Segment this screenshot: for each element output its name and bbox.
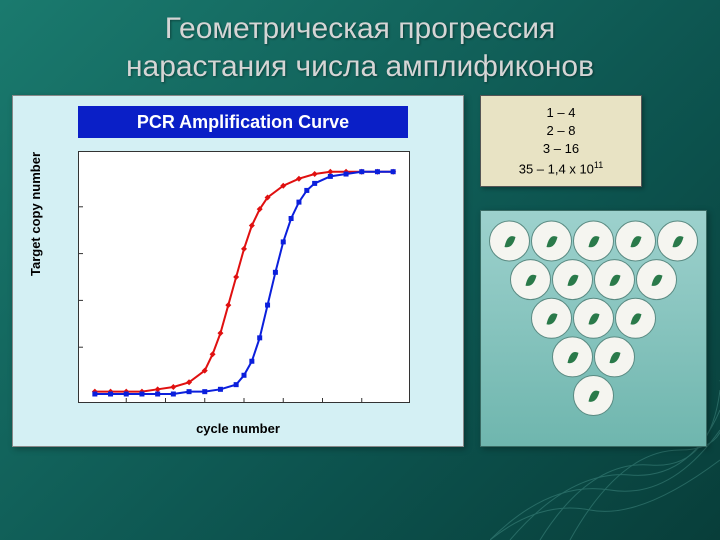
- cells-svg: [481, 211, 706, 446]
- slide-title: Геометрическая прогрессия нарастания чис…: [0, 10, 720, 85]
- prog-line-2: 2 – 8: [481, 122, 641, 140]
- chart-svg: [79, 152, 409, 402]
- x-axis-label: cycle number: [13, 421, 463, 436]
- prog-line-1: 1 – 4: [481, 104, 641, 122]
- slide-title-line2: нарастания числа амплификонов: [126, 50, 594, 83]
- chart-title-bar: PCR Amplification Curve: [78, 106, 408, 138]
- y-axis-label: Target copy number: [28, 152, 43, 276]
- slide-root: Геометрическая прогрессия нарастания чис…: [0, 0, 720, 540]
- prog-line-3: 3 – 16: [481, 140, 641, 158]
- chart-title: PCR Amplification Curve: [137, 112, 349, 133]
- plot-area: [78, 151, 410, 403]
- chart-panel: PCR Amplification Curve Target copy numb…: [12, 95, 464, 447]
- prog-line-4: 35 – 1,4 х 1011: [481, 159, 641, 179]
- progression-box: 1 – 4 2 – 8 3 – 16 35 – 1,4 х 1011: [480, 95, 642, 187]
- slide-title-line1: Геометрическая прогрессия: [165, 12, 555, 45]
- cells-panel: [480, 210, 707, 447]
